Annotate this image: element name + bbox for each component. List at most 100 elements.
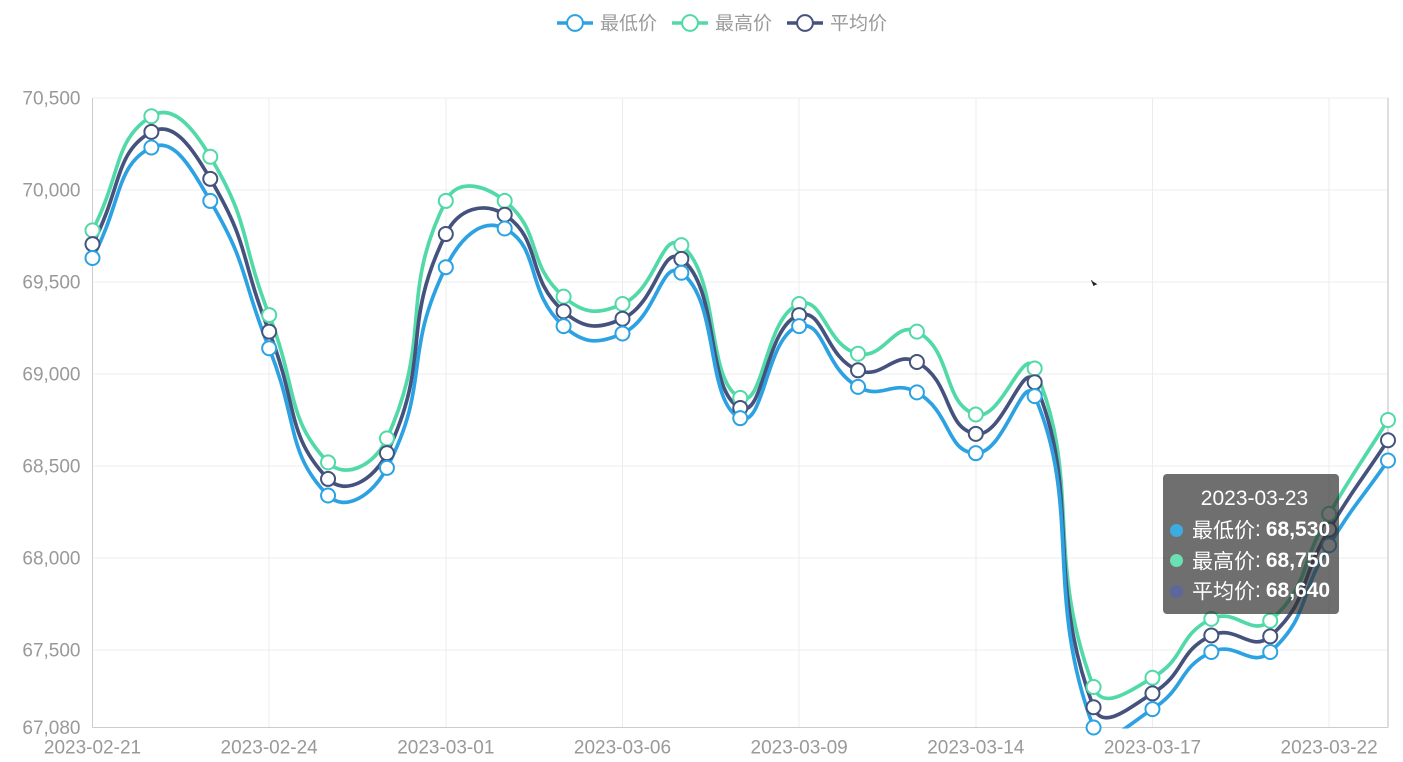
- y-tick-label: 69,000: [22, 364, 80, 385]
- data-point-marker: [1085, 699, 1102, 716]
- data-point-marker: [437, 192, 454, 209]
- tooltip-series-label: [1192, 520, 1255, 540]
- data-point-marker: [143, 108, 160, 125]
- data-point-marker: [908, 384, 925, 401]
- data-point-marker: [1262, 628, 1279, 645]
- data-point-marker: [791, 318, 808, 335]
- data-point-marker: [555, 288, 572, 305]
- data-point-marker: [1262, 612, 1279, 629]
- data-point-marker: [1203, 627, 1220, 644]
- data-point-marker: [1262, 644, 1279, 661]
- data-point-marker: [1026, 360, 1043, 377]
- series-marker-group: [84, 139, 1396, 736]
- x-axis-labels: 2023-02-21 2023-02-24 2023-03-01 2023-03-06…: [44, 738, 1378, 759]
- tooltip-series-label: [1193, 581, 1255, 601]
- chart-tooltip: 2023-03-23 :68,530:68,750 :68,640: [1163, 474, 1339, 614]
- tooltip-row: :68,640: [1170, 576, 1339, 607]
- tooltip-row: :68,530: [1170, 515, 1339, 546]
- y-tick-label: 70,000: [22, 180, 80, 201]
- data-point-marker: [614, 310, 631, 327]
- axis-lines: [92, 97, 1388, 728]
- data-point-marker: [320, 470, 337, 487]
- tooltip-title: 2023-03-23: [1200, 487, 1309, 510]
- y-axis-labels: 67,080 67,500 68,000 68,500 69,000 69,500 70,0…: [22, 88, 80, 739]
- tooltip-label-text: [1192, 550, 1255, 571]
- data-point-marker: [1144, 669, 1161, 686]
- x-tick-label: 2023-02-21: [44, 738, 141, 759]
- legend-circle-icon: [566, 14, 584, 32]
- data-point-marker: [437, 259, 454, 276]
- data-point-marker: [496, 192, 513, 209]
- x-tick-label: 2023-02-24: [221, 738, 319, 759]
- data-point-marker: [378, 430, 395, 447]
- x-tick-label: 2023-03-22: [1281, 738, 1378, 759]
- data-point-marker: [261, 307, 278, 324]
- data-point-marker: [850, 378, 867, 395]
- data-point-marker: [261, 340, 278, 357]
- data-point-marker: [1380, 452, 1396, 469]
- data-point-marker: [1085, 719, 1102, 736]
- data-point-marker: [967, 445, 984, 462]
- data-point-marker: [1085, 678, 1102, 695]
- data-point-marker: [1026, 374, 1043, 391]
- data-point-marker: [202, 170, 219, 187]
- y-tick-label: 67,080: [22, 718, 80, 739]
- data-point-marker: [202, 192, 219, 209]
- data-point-marker: [320, 487, 337, 504]
- data-point-marker: [84, 222, 101, 239]
- data-point-marker: [908, 354, 925, 371]
- legend-item-max-price[interactable]: [672, 13, 772, 32]
- data-point-marker: [555, 303, 572, 320]
- data-point-marker: [614, 325, 631, 342]
- data-point-marker: [437, 226, 454, 243]
- data-point-marker: [496, 220, 513, 237]
- legend-item-avg-price[interactable]: [787, 13, 887, 32]
- data-point-marker: [673, 250, 690, 267]
- data-point-marker: [967, 425, 984, 442]
- legend-circle-icon: [796, 14, 814, 32]
- y-tick-label: 68,000: [22, 549, 80, 570]
- data-point-marker: [84, 236, 101, 253]
- tooltip-series-dot: [1170, 584, 1183, 598]
- data-point-marker: [1026, 388, 1043, 405]
- y-tick-label: 69,500: [22, 272, 80, 293]
- y-tick-label: 70,500: [22, 88, 80, 109]
- tooltip-colon: :: [1255, 548, 1261, 572]
- y-tick-label: 68,500: [22, 457, 80, 478]
- data-point-marker: [1203, 644, 1220, 661]
- data-point-marker: [908, 323, 925, 340]
- tooltip-series-label: [1192, 550, 1255, 571]
- data-point-marker: [378, 445, 395, 462]
- data-point-marker: [555, 318, 572, 335]
- legend-item-min-price[interactable]: [557, 13, 657, 32]
- y-tick-label: 67,500: [22, 641, 80, 662]
- data-point-marker: [143, 139, 160, 156]
- tooltip-series-value: 68,750: [1265, 548, 1331, 572]
- data-point-marker: [850, 362, 867, 379]
- x-tick-label: 2023-03-14: [927, 738, 1025, 759]
- data-point-marker: [673, 264, 690, 281]
- data-point-marker: [1380, 412, 1396, 429]
- tooltip-series-dot: [1170, 554, 1183, 568]
- data-point-marker: [967, 406, 984, 423]
- mouse-cursor: [1091, 280, 1098, 287]
- x-tick-label: 2023-03-17: [1104, 738, 1201, 759]
- chart-legend: [557, 13, 887, 32]
- data-point-marker: [1144, 701, 1161, 718]
- data-point-marker: [614, 296, 631, 313]
- data-point-marker: [261, 323, 278, 340]
- data-point-marker: [850, 345, 867, 362]
- tooltip-colon: :: [1255, 579, 1261, 603]
- x-tick-label: 2023-03-09: [751, 738, 848, 759]
- data-point-marker: [143, 123, 160, 140]
- tooltip-colon: :: [1255, 518, 1261, 542]
- tooltip-label-text: [1192, 520, 1255, 540]
- legend-label: [600, 13, 657, 32]
- x-tick-label: 2023-03-06: [574, 738, 671, 759]
- series-markers: [84, 108, 1396, 736]
- data-point-marker: [673, 237, 690, 254]
- data-point-marker: [320, 454, 337, 471]
- x-tick-label: 2023-03-01: [397, 738, 494, 759]
